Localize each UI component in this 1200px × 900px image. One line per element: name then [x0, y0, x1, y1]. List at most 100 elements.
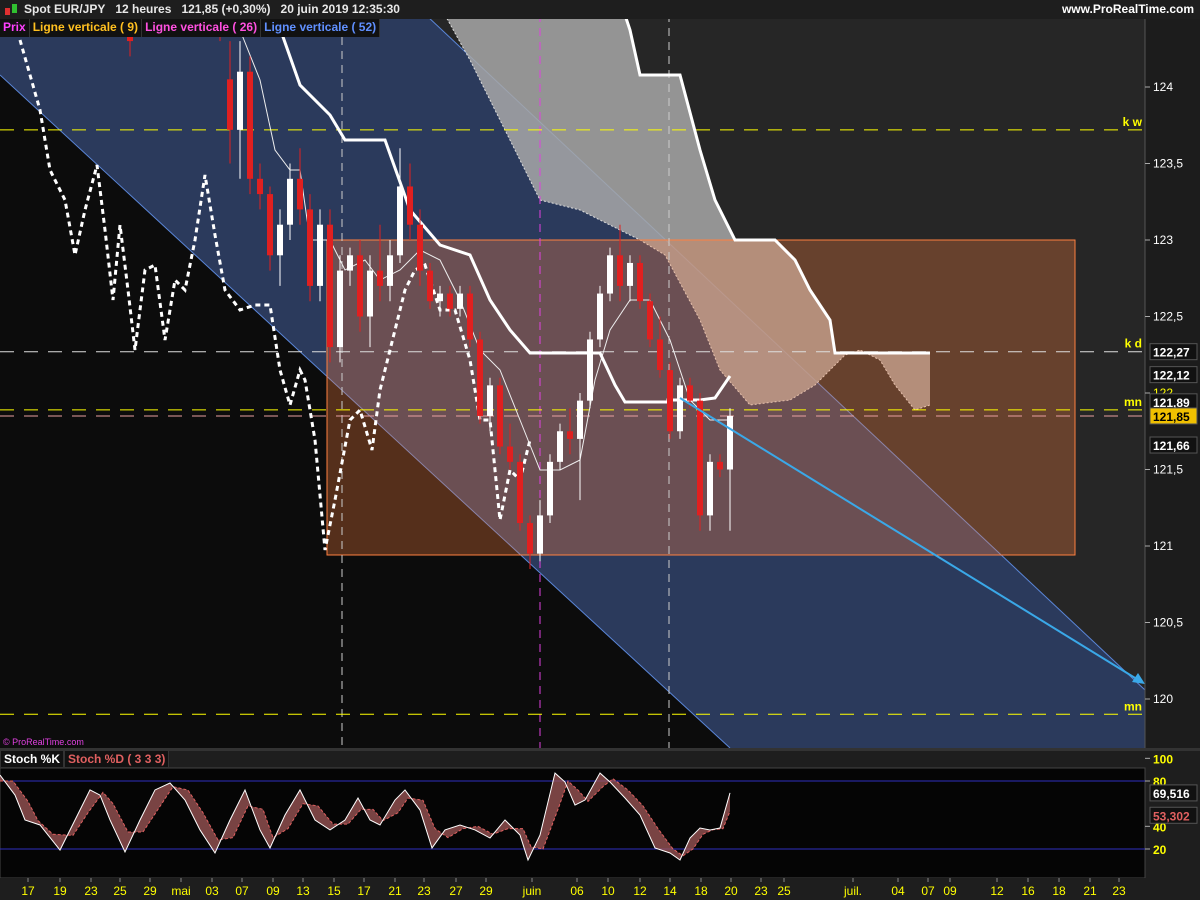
candle [637, 255, 643, 309]
candle-body [227, 79, 233, 130]
title-bar: Spot EUR/JPY 12 heures 121,85 (+0,30%) 2… [0, 0, 1200, 19]
candlestick-logo-icon [5, 4, 17, 15]
candle-body [457, 293, 463, 309]
candle-body [327, 224, 333, 348]
candle-body [637, 262, 643, 302]
candle [387, 240, 393, 302]
legend-vertical-9[interactable]: Ligne verticale ( 9) [29, 19, 143, 37]
copyright: © ProRealTime.com [3, 737, 84, 747]
price-change: 121,85 (+0,30%) [181, 2, 271, 16]
candle [617, 224, 623, 302]
candle [367, 255, 373, 348]
candle-body [427, 270, 433, 302]
price-label: 121,89 [1149, 393, 1198, 411]
x-tick-label: 21 [388, 884, 402, 898]
stochastic-oscillator [0, 772, 731, 862]
x-tick-label: 23 [417, 884, 431, 898]
x-tick-label: 29 [143, 884, 157, 898]
x-tick-label: 23 [754, 884, 768, 898]
candle [317, 209, 323, 302]
candle-body [627, 262, 633, 286]
x-tick-label: 12 [633, 884, 647, 898]
candle [517, 454, 523, 531]
candle-body [707, 461, 713, 516]
price-label: 122,27 [1149, 343, 1198, 361]
x-tick-label: 25 [113, 884, 127, 898]
legend-vertical-26[interactable]: Ligne verticale ( 26) [142, 19, 262, 37]
level-label: mn [1124, 395, 1142, 409]
candle [417, 209, 423, 286]
candle [377, 224, 383, 302]
candle [577, 393, 583, 501]
candle-body [617, 255, 623, 286]
x-tick-label: 23 [84, 884, 98, 898]
stoch-value-label: 69,516 [1149, 784, 1198, 802]
candle-body [607, 255, 613, 294]
chikou-span-line [18, 39, 532, 551]
candle [347, 247, 353, 286]
candle [237, 41, 243, 179]
stoch-k-line [0, 772, 731, 862]
candle-body [547, 461, 553, 516]
candle [297, 148, 303, 225]
candle [467, 285, 473, 348]
candle-body [507, 446, 513, 462]
candle [457, 285, 463, 317]
candle [427, 262, 433, 309]
candle [597, 285, 603, 348]
candle-body [377, 270, 383, 286]
price-label: 122,12 [1149, 366, 1198, 384]
trend-arrow[interactable] [679, 397, 1141, 682]
horizontal-levels: k w k d mn mn [0, 115, 1145, 715]
stoch-tick-label: 40 [1153, 820, 1167, 834]
candle-body [277, 224, 283, 256]
x-tick-label: juin [522, 884, 542, 898]
candle [247, 56, 253, 195]
x-tick-label: 27 [449, 884, 463, 898]
y-tick-label: 124 [1153, 80, 1173, 94]
price-label: 121,66 [1149, 436, 1198, 454]
x-tick-label: 09 [943, 884, 957, 898]
ichimoku-cloud [445, 0, 930, 410]
legend-stoch-k[interactable]: Stoch %K [0, 750, 65, 768]
legend-vertical-52[interactable]: Ligne verticale ( 52) [261, 19, 381, 37]
x-tick-label: juil. [843, 884, 862, 898]
svg-text:122,27: 122,27 [1153, 346, 1190, 360]
candle [307, 194, 313, 302]
datetime: 20 juin 2019 12:35:30 [280, 2, 400, 16]
y-tick-label: 121,5 [1153, 463, 1183, 477]
legend-stoch-d[interactable]: Stoch %D ( 3 3 3) [64, 750, 170, 768]
candle-body [477, 339, 483, 416]
y-tick-label: 123,5 [1153, 157, 1183, 171]
site-link[interactable]: www.ProRealTime.com [1061, 2, 1194, 16]
candle [607, 247, 613, 302]
x-tick-label: 19 [53, 884, 67, 898]
candle-body [697, 400, 703, 516]
candle-body [397, 186, 403, 256]
x-tick-label: 03 [205, 884, 219, 898]
candle [477, 331, 483, 424]
candle [277, 209, 283, 286]
candle [447, 285, 453, 317]
candle [587, 331, 593, 409]
candle [627, 255, 633, 302]
svg-text:121,89: 121,89 [1153, 396, 1190, 410]
candle [257, 163, 263, 210]
x-tick-label: 21 [1083, 884, 1097, 898]
level-label: k d [1125, 337, 1142, 351]
candle [557, 423, 563, 470]
x-tick-label: 18 [1052, 884, 1066, 898]
svg-text:121,85: 121,85 [1153, 410, 1190, 424]
x-tick-label: 18 [694, 884, 708, 898]
svg-text:69,516: 69,516 [1153, 787, 1190, 801]
indicator-legend: Prix Ligne verticale ( 9) Ligne vertical… [0, 19, 381, 37]
x-tick-label: 17 [21, 884, 35, 898]
candle-body [687, 385, 693, 401]
x-tick-label: 06 [570, 884, 584, 898]
x-tick-label: 20 [724, 884, 738, 898]
x-tick-label: 07 [235, 884, 249, 898]
x-tick-label: 14 [663, 884, 677, 898]
candle-body [467, 293, 473, 340]
legend-prix[interactable]: Prix [0, 19, 30, 37]
